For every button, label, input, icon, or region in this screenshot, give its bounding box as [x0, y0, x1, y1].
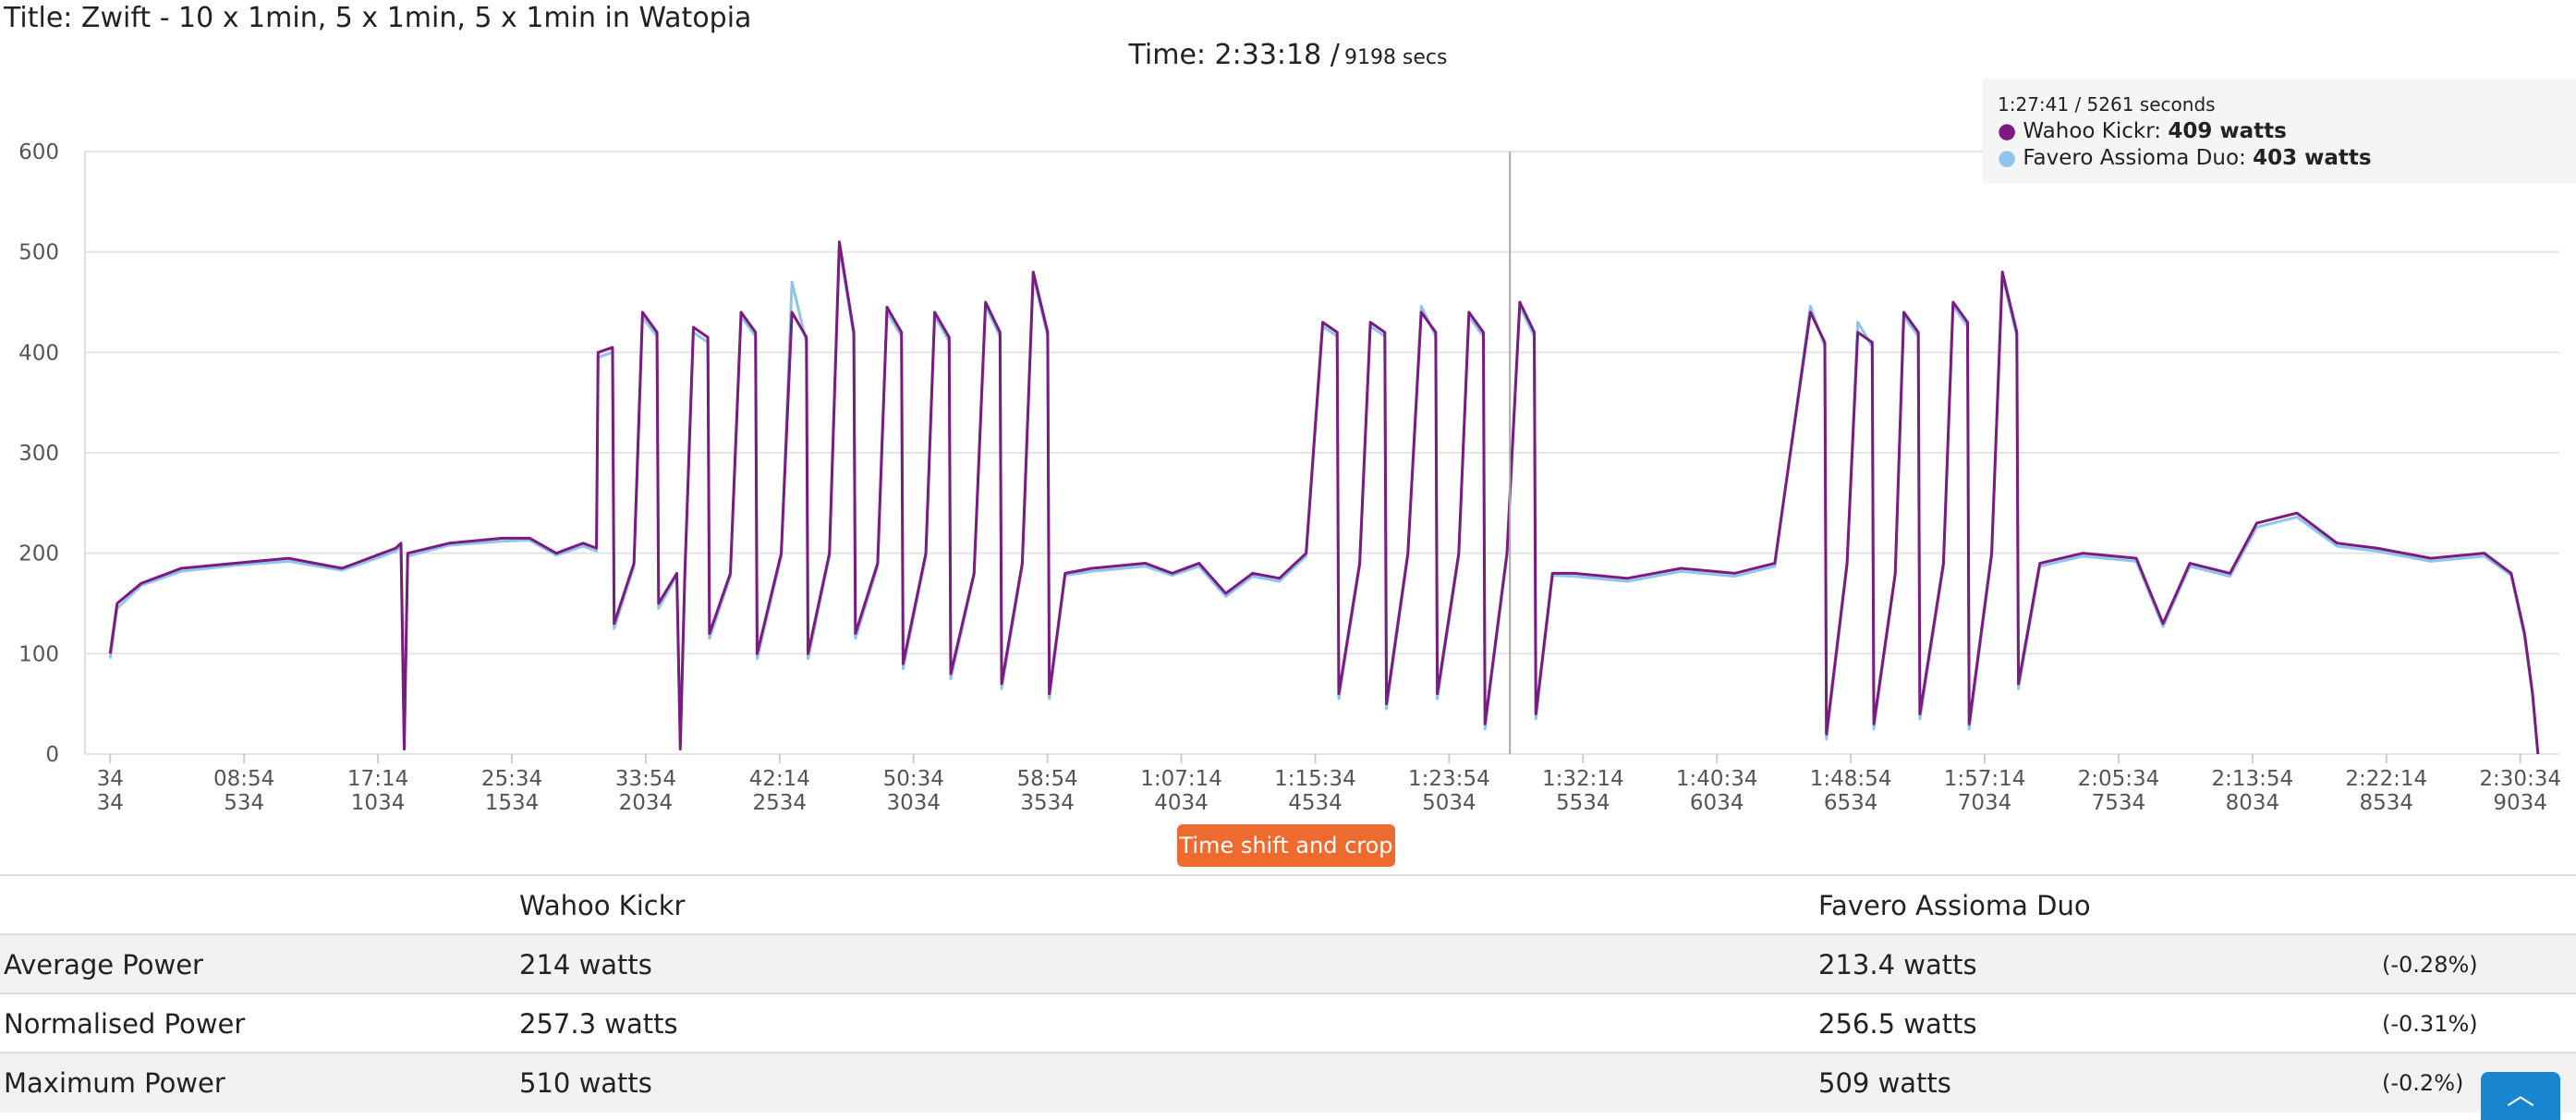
x-tick-label: 08:54 — [213, 767, 274, 791]
x-tick-seconds: 5034 — [1422, 791, 1476, 815]
y-tick-label: 200 — [18, 542, 59, 566]
x-tick-label: 2:30:34 — [2479, 767, 2561, 791]
x-tick-label: 42:14 — [749, 767, 810, 791]
y-tick-label: 0 — [45, 743, 59, 767]
tooltip-time: 1:27:41 / 5261 seconds — [1998, 93, 2216, 116]
table-row: Average Power 214 watts 213.4 watts (-0.28%… — [0, 933, 2576, 994]
crop-button[interactable]: Time shift and crop — [1177, 824, 1395, 867]
cell: 257.3 watts — [519, 1008, 678, 1040]
row-label: Average Power — [4, 949, 203, 980]
y-tick-label: 100 — [18, 642, 59, 666]
x-tick-seconds: 9034 — [2493, 791, 2547, 815]
cell: (-0.2%) — [2382, 1070, 2464, 1096]
x-tick-label: 1:40:34 — [1676, 767, 1758, 791]
table-row: Maximum Power 510 watts 509 watts (-0.2%) — [0, 1052, 2576, 1113]
cell: 509 watts — [1818, 1067, 1951, 1099]
x-tick-seconds: 6034 — [1690, 791, 1744, 815]
time-info: Time: 2:33:18 / 9198 secs — [0, 39, 2576, 71]
tooltip-name: Wahoo Kickr — [2023, 119, 2155, 143]
tooltip: 1:27:41 / 5261 seconds ● Wahoo Kickr: 40… — [1983, 79, 2576, 184]
column-header: Favero Assioma Duo — [1818, 890, 2091, 921]
x-tick-label: 17:14 — [347, 767, 408, 791]
page-title: Title: Zwift - 10 x 1min, 5 x 1min, 5 x … — [4, 2, 752, 34]
x-tick-seconds: 6534 — [1824, 791, 1878, 815]
x-tick-seconds: 1034 — [351, 791, 406, 815]
y-tick-label: 400 — [18, 341, 59, 365]
tooltip-value: 403 watts — [2253, 146, 2372, 170]
x-tick-label: 1:48:54 — [1810, 767, 1892, 791]
x-tick-label: 2:22:14 — [2345, 767, 2427, 791]
x-tick-seconds: 7034 — [1958, 791, 2012, 815]
cell: (-0.31%) — [2382, 1011, 2478, 1037]
x-tick-seconds: 3034 — [886, 791, 941, 815]
column-header: Wahoo Kickr — [519, 890, 686, 921]
time: Time: 2:33:18 / — [1128, 39, 1340, 71]
tooltip-entry: ● Favero Assioma Duo: 403 watts — [1998, 146, 2372, 170]
y-tick-label: 300 — [18, 442, 59, 466]
secs: 9198 secs — [1343, 46, 1448, 69]
cell: 256.5 watts — [1818, 1008, 1977, 1040]
x-tick-seconds: 3534 — [1020, 791, 1075, 815]
x-tick-seconds: 4534 — [1288, 791, 1343, 815]
x-tick-label: 33:54 — [615, 767, 676, 791]
cell: 510 watts — [519, 1067, 652, 1099]
x-tick-seconds: 2034 — [619, 791, 674, 815]
x-tick-label: 1:32:14 — [1542, 767, 1624, 791]
x-tick-label: 1:07:14 — [1140, 767, 1222, 791]
tooltip-value: 409 watts — [2168, 119, 2287, 143]
y-tick-label: 600 — [18, 140, 59, 164]
x-tick-seconds: 34 — [97, 791, 124, 815]
x-tick-seconds: 5534 — [1556, 791, 1610, 815]
series-line — [108, 240, 2540, 755]
x-tick-label: 1:15:34 — [1274, 767, 1356, 791]
x-tick-label: 2:13:54 — [2212, 767, 2294, 791]
x-tick-seconds: 8534 — [2359, 791, 2413, 815]
x-tick-seconds: 7534 — [2092, 791, 2146, 815]
row-label: Normalised Power — [4, 1008, 246, 1040]
x-tick-label: 1:57:14 — [1944, 767, 2026, 791]
y-tick-label: 500 — [18, 241, 59, 265]
table-header: Wahoo Kickr Favero Assioma Duo — [0, 874, 2576, 935]
cell: 213.4 watts — [1818, 949, 1977, 980]
cell: (-0.28%) — [2382, 952, 2478, 978]
scroll-top[interactable]: ︿ — [2481, 1072, 2560, 1120]
x-tick-seconds: 4034 — [1154, 791, 1209, 815]
table-row: Normalised Power 257.3 watts 256.5 watts (-… — [0, 992, 2576, 1053]
x-tick-seconds: 2534 — [753, 791, 808, 815]
row-label: Maximum Power — [4, 1067, 225, 1099]
x-tick-seconds: 1534 — [485, 791, 540, 815]
tooltip-name: Favero Assioma Duo — [2023, 146, 2240, 170]
x-tick-label: 58:54 — [1016, 767, 1077, 791]
tooltip-entry: ● Wahoo Kickr: 409 watts — [1998, 119, 2287, 143]
x-tick-label: 50:34 — [883, 767, 944, 791]
x-tick-label: 34 — [97, 767, 124, 791]
x-tick-seconds: 534 — [224, 791, 264, 815]
x-tick-label: 1:23:54 — [1408, 767, 1490, 791]
x-tick-label: 2:05:34 — [2078, 767, 2160, 791]
x-tick-label: 25:34 — [481, 767, 542, 791]
x-tick-seconds: 8034 — [2226, 791, 2280, 815]
cell: 214 watts — [519, 949, 652, 980]
